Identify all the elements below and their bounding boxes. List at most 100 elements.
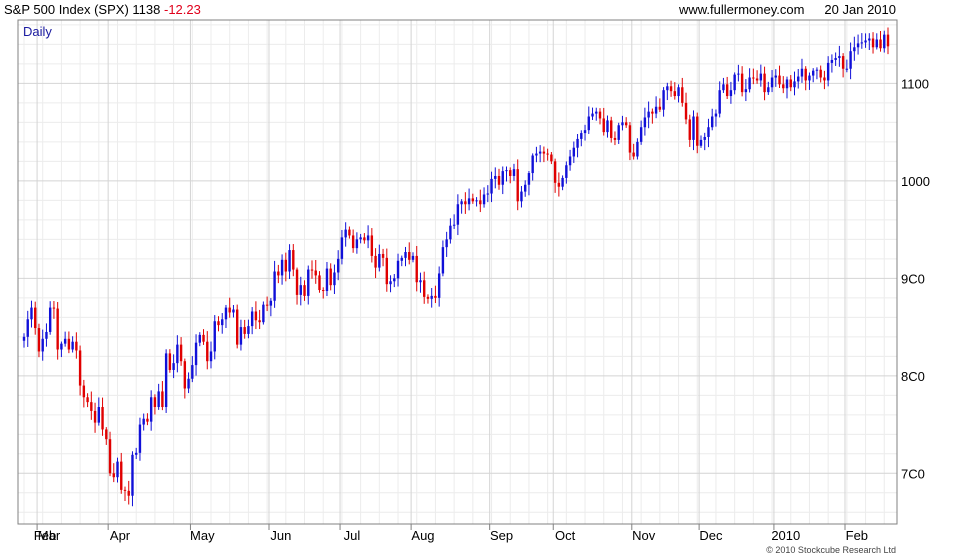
candle-down (434, 295, 437, 298)
candle-down (624, 122, 628, 126)
candle-down (34, 307, 37, 329)
candle-up (482, 194, 486, 205)
candle-down (725, 84, 729, 97)
candle-up (815, 69, 819, 71)
candle-up (535, 153, 538, 156)
x-tick-label: Jun (270, 528, 291, 543)
candle-down (370, 235, 374, 256)
candle-up (647, 111, 650, 118)
x-tick-label: Apr (110, 528, 131, 543)
candle-down (479, 200, 482, 205)
candle-down (681, 87, 684, 103)
candle-up (404, 252, 407, 258)
candle-down (86, 397, 89, 403)
candle-down (78, 350, 82, 386)
candle-up (561, 177, 564, 187)
candle-down (90, 402, 93, 411)
candle-down (471, 198, 475, 202)
candle-down (153, 397, 157, 408)
index-symbol: S&P 500 Index (SPX) (4, 2, 129, 17)
candle-down (310, 269, 314, 271)
candle-up (505, 170, 508, 172)
candle-up (591, 113, 594, 117)
candle-up (221, 319, 224, 326)
candle-up (142, 418, 145, 425)
x-tick-label: Dec (699, 528, 723, 543)
candle-up (838, 56, 841, 59)
candle-down (127, 490, 130, 496)
candle-up (280, 259, 284, 276)
candle-up (718, 90, 721, 114)
candle-up (366, 235, 370, 241)
candle-down (385, 257, 389, 285)
candle-up (359, 237, 362, 240)
candle-down (553, 161, 557, 183)
candle-down (243, 327, 246, 334)
candle-up (797, 76, 800, 82)
candle-up (800, 68, 804, 77)
candle-down (82, 385, 86, 398)
candle-up (621, 122, 624, 126)
candle-down (658, 106, 662, 110)
candle-down (105, 429, 108, 440)
candle-up (875, 39, 878, 48)
candle-down (67, 338, 71, 350)
candle-up (307, 269, 310, 296)
candle-up (580, 133, 583, 139)
candle-up (194, 342, 198, 366)
candle-up (639, 127, 643, 142)
quote-line: S&P 500 Index (SPX) 1138 -12.23 (4, 2, 201, 17)
candle-up (198, 334, 201, 343)
candle-up (344, 229, 347, 238)
plot-frame (17, 19, 898, 525)
candle-up (864, 40, 867, 43)
candle-down (752, 77, 755, 79)
candle-up (262, 304, 265, 323)
candle-up (490, 178, 493, 194)
candle-up (333, 272, 336, 286)
candle-down (673, 91, 677, 97)
candle-down (684, 102, 688, 120)
candle-up (856, 43, 860, 48)
candle-up (845, 68, 849, 70)
candle-up (449, 225, 452, 240)
candle-down (374, 255, 377, 268)
candle-up (393, 278, 396, 282)
candle-up (527, 173, 531, 185)
candle-down (696, 116, 699, 146)
candle-down (408, 252, 411, 260)
candle-down (295, 269, 299, 295)
chart-header: S&P 500 Index (SPX) 1138 -12.23 www.full… (0, 0, 900, 20)
site-link[interactable]: www.fullermoney.com (678, 2, 805, 17)
candle-up (26, 319, 29, 337)
candle-down (183, 361, 187, 389)
candle-down (789, 79, 792, 88)
candle-down (763, 73, 766, 93)
candle-down (740, 73, 744, 93)
candle-up (707, 127, 710, 137)
candle-down (228, 307, 231, 313)
x-tick-label: Sep (490, 528, 513, 543)
candle-up (131, 454, 134, 496)
candle-up (224, 307, 228, 320)
candle-up (48, 307, 52, 332)
candle-down (303, 285, 306, 296)
candle-up (209, 351, 213, 362)
candle-up (774, 75, 777, 78)
candle-down (613, 137, 617, 140)
candle-up (135, 452, 138, 455)
candle-down (464, 201, 467, 205)
candle-up (247, 326, 250, 334)
candle-up (572, 147, 576, 157)
candle-up (269, 300, 273, 306)
candle-up (785, 79, 789, 89)
candle-up (808, 75, 811, 81)
candle-up (523, 184, 527, 192)
candle-down (823, 77, 826, 81)
candle-up (176, 344, 179, 364)
x-tick-label: 2010 (771, 528, 800, 543)
x-tick-label: Feb (34, 528, 56, 543)
candle-up (400, 257, 403, 261)
chart-date: 20 Jan 2010 (824, 2, 896, 17)
